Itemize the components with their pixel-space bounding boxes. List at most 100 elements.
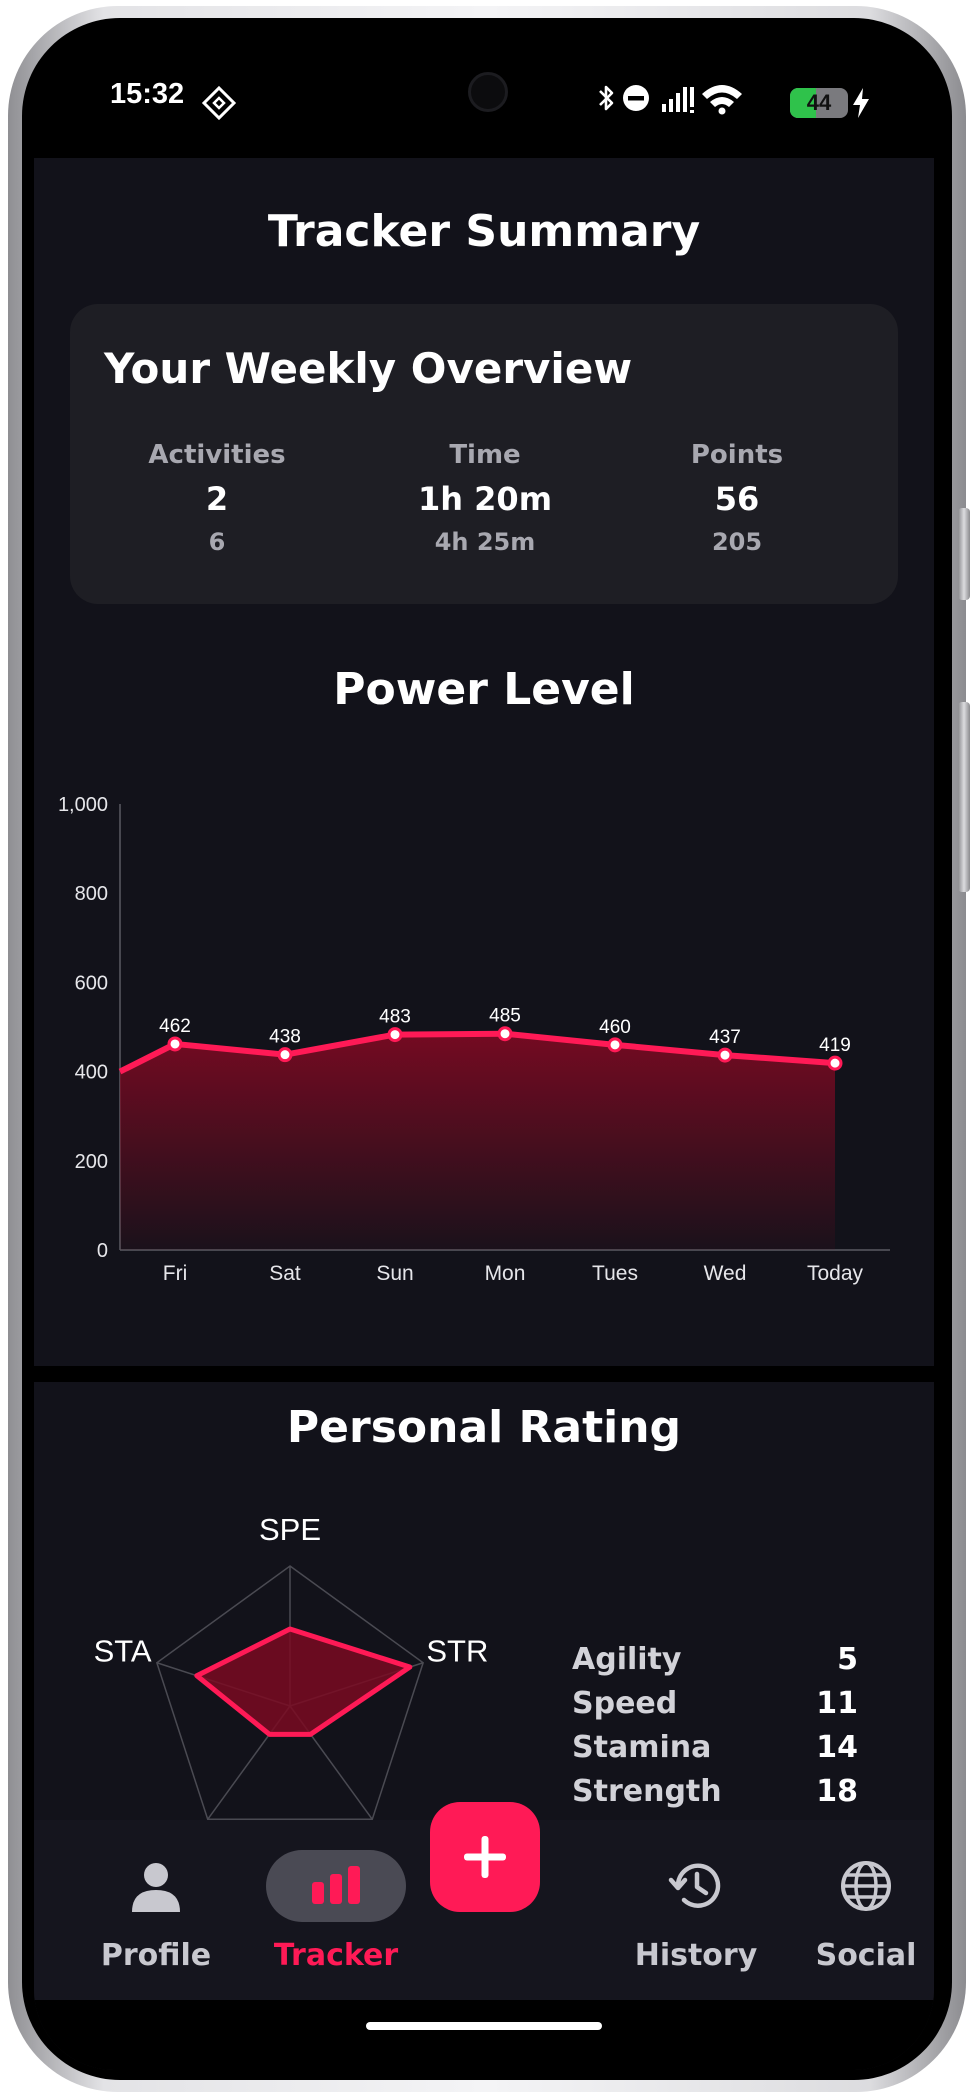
bottom-nav: Profile Tracker — [34, 1802, 934, 2000]
signal-icon — [662, 87, 694, 113]
rating-name: Strength — [572, 1774, 722, 1809]
y-tick-label: 600 — [75, 972, 108, 994]
data-label: 462 — [159, 1016, 191, 1037]
battery-fill — [790, 88, 816, 118]
section-divider — [34, 1366, 934, 1382]
data-label: 437 — [709, 1027, 741, 1048]
nav-tracker[interactable]: Tracker — [246, 1850, 426, 1973]
x-tick-label: Today — [807, 1262, 864, 1285]
nav-label: Profile — [100, 1938, 212, 1973]
rating-value: 5 — [837, 1642, 858, 1677]
person-icon — [132, 1863, 180, 1912]
power-point — [607, 1037, 623, 1053]
charging-icon — [853, 88, 869, 118]
rating-row-stamina: Stamina 14 — [572, 1726, 858, 1770]
phone-screen: 15:32 — [34, 30, 934, 2070]
power-level-chart: 0 200 400 600 800 1,000 462 Fri 438 Sat 483 Sun 485 M… — [58, 794, 890, 1285]
page-title: Tracker Summary — [267, 206, 701, 257]
stat-points: Points 56 205 — [612, 440, 862, 556]
radar-shape — [194, 1626, 413, 1737]
radar-axis-label: STA — [94, 1634, 152, 1669]
power-point — [497, 1026, 513, 1042]
rating-name: Speed — [572, 1686, 678, 1721]
rating-value: 14 — [816, 1730, 858, 1765]
rating-name: Stamina — [572, 1730, 712, 1765]
y-tick-label: 400 — [75, 1062, 108, 1084]
home-indicator[interactable] — [366, 2022, 602, 2030]
battery-icon: 44 — [790, 88, 848, 118]
y-tick-label: 800 — [75, 883, 108, 905]
stat-value: 2 — [205, 480, 229, 518]
bluetooth-icon — [599, 85, 614, 111]
battery-level: 44 — [806, 90, 832, 115]
weekly-overview-card: Your Weekly Overview Activities 2 6 Time… — [70, 304, 898, 604]
stat-label: Points — [690, 440, 784, 470]
plus-icon — [464, 1836, 506, 1878]
overview-heading: Your Weekly Overview — [104, 344, 633, 393]
stat-value: 1h 20m — [417, 480, 553, 518]
x-tick-label: Sat — [269, 1262, 301, 1285]
power-point — [387, 1027, 403, 1043]
power-point — [717, 1047, 733, 1063]
nav-label: Tracker — [273, 1938, 399, 1973]
status-time: 15:32 — [110, 78, 185, 110]
status-bar: 15:32 — [34, 30, 934, 158]
nav-profile[interactable]: Profile — [66, 1850, 246, 1973]
do-not-disturb-icon — [623, 85, 649, 111]
wifi-icon — [702, 85, 742, 115]
y-tick-label: 0 — [97, 1240, 108, 1262]
x-tick-label: Wed — [704, 1262, 747, 1285]
data-label: 419 — [819, 1035, 851, 1056]
y-tick-label: 200 — [75, 1151, 108, 1173]
power-point — [277, 1047, 293, 1063]
gesture-bar — [34, 2000, 934, 2070]
power-line — [118, 1030, 836, 1075]
data-label: 460 — [599, 1017, 631, 1038]
power-level-title: Power Level — [333, 664, 635, 715]
power-point — [167, 1036, 183, 1052]
y-tick-label: 1,000 — [58, 794, 108, 816]
rating-row-agility: Agility 5 — [572, 1638, 858, 1682]
personal-rating-radar: SPE STR STA — [94, 1518, 488, 1821]
x-tick-label: Fri — [163, 1262, 188, 1285]
rating-value: 18 — [816, 1774, 858, 1809]
data-label: 483 — [379, 1007, 411, 1028]
phone-side-button-top — [958, 508, 970, 600]
power-area — [120, 1033, 835, 1250]
stat-total: 6 — [208, 528, 226, 556]
x-tick-label: Mon — [485, 1262, 526, 1285]
x-tick-label: Tues — [592, 1262, 638, 1285]
personal-rating-title: Personal Rating — [286, 1402, 682, 1453]
stat-time: Time 1h 20m 4h 25m — [360, 440, 610, 556]
stat-value: 56 — [714, 480, 760, 518]
rating-row-strength: Strength 18 — [572, 1770, 858, 1814]
stat-activities: Activities 2 6 — [92, 440, 342, 556]
radar-grid — [155, 1565, 425, 1821]
history-clock-icon — [668, 1863, 721, 1908]
diamond-sync-icon — [202, 86, 236, 120]
globe-icon — [841, 1861, 891, 1911]
nav-label: History — [634, 1938, 758, 1973]
power-point — [827, 1055, 843, 1071]
tracker-content[interactable]: Tracker Summary Your Weekly Overview Act… — [34, 158, 934, 2070]
radar-axis-label: STR — [426, 1634, 488, 1669]
bar-chart-icon — [312, 1866, 360, 1904]
add-activity-button[interactable] — [430, 1802, 540, 1912]
stat-label: Activities — [148, 440, 286, 470]
rating-row-speed: Speed 11 — [572, 1682, 858, 1726]
front-camera — [468, 72, 508, 112]
status-icons — [599, 85, 742, 115]
nav-label: Social — [815, 1938, 917, 1973]
stat-total: 4h 25m — [434, 528, 536, 556]
rating-name: Agility — [572, 1642, 682, 1677]
data-label: 438 — [269, 1027, 301, 1048]
nav-history[interactable]: History — [606, 1850, 786, 1973]
phone-side-button-bottom — [958, 702, 970, 892]
radar-axis-label: SPE — [259, 1518, 321, 1547]
nav-social[interactable]: Social — [776, 1850, 934, 1973]
data-label: 485 — [489, 1006, 521, 1027]
stat-total: 205 — [711, 528, 763, 556]
stat-label: Time — [449, 440, 521, 470]
rating-value: 11 — [816, 1686, 858, 1721]
x-tick-label: Sun — [376, 1262, 413, 1285]
